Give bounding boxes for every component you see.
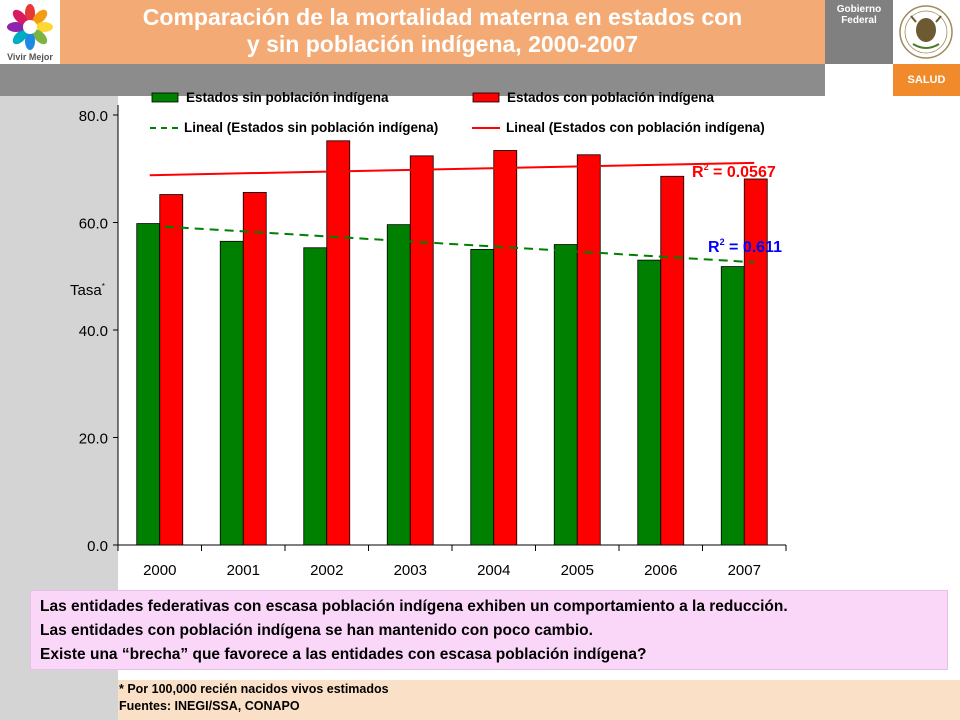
y-axis-label-asterisk: *	[101, 282, 105, 291]
x-tick-label: 2000	[143, 562, 176, 579]
y-tick-label: 60.0	[79, 216, 108, 233]
bar-sin-2007	[720, 266, 745, 546]
bar-sin-2006	[637, 259, 662, 546]
gobierno-federal-block	[825, 0, 893, 64]
bar-con-2001	[242, 191, 267, 546]
legend-swatch-0	[151, 92, 179, 103]
x-tick-label: 2001	[227, 562, 260, 579]
x-tick-label: 2007	[728, 562, 761, 579]
bar-con-2005	[576, 154, 601, 546]
bar-con-2000	[159, 194, 184, 546]
note-line-1: Las entidades federativas con escasa pob…	[40, 598, 788, 615]
legend-label-1: Estados con población indígena	[507, 90, 715, 105]
legend-swatch-1	[472, 92, 500, 103]
r2-exponent: 2	[704, 162, 709, 172]
legend-label-2: Lineal (Estados sin población indígena)	[184, 120, 438, 135]
title-line-2: y sin población indígena, 2000-2007	[246, 31, 639, 57]
r2-label-con: R2 = 0.0567	[692, 162, 776, 181]
bar-sin-2002	[303, 247, 328, 546]
x-tick-label: 2006	[644, 562, 677, 579]
bar-con-2006	[660, 175, 685, 546]
bar-sin-2000	[136, 223, 161, 546]
y-axis-label-text: Tasa	[70, 282, 102, 299]
r2-value: = 0.0567	[709, 164, 776, 181]
note-line-3: Existe una “brecha” que favorece a las e…	[40, 646, 647, 663]
x-tick-label: 2005	[561, 562, 594, 579]
salud-gap	[825, 64, 893, 96]
bar-sin-2003	[386, 224, 411, 546]
r2-letter: R	[708, 239, 720, 256]
bars-layer	[136, 140, 768, 546]
bar-con-2007	[743, 178, 768, 546]
bar-con-2002	[326, 140, 351, 546]
footnote-line-1: * Por 100,000 recién nacidos vivos estim…	[119, 682, 389, 696]
legend-label-0: Estados sin población indígena	[186, 90, 389, 105]
bar-con-2004	[493, 150, 518, 546]
title-line-1: Comparación de la mortalidad materna en …	[142, 4, 743, 30]
page-title: Comparación de la mortalidad materna en …	[60, 4, 825, 58]
vivir-mejor-flower-icon: Vivir Mejor	[7, 4, 53, 62]
bar-sin-2005	[553, 244, 578, 546]
note-line-2: Las entidades con población indígena se …	[40, 622, 593, 639]
trendline-sin	[149, 224, 755, 264]
mexico-seal	[893, 0, 960, 64]
legend-label-3: Lineal (Estados con población indígena)	[506, 120, 765, 135]
footnote-sources: Fuentes: INEGI/SSA, CONAPO	[119, 699, 300, 713]
axes-layer: 0.0 20.0 40.0 60.0 80.0 2000 2001 2002 2003 2004 2…	[79, 105, 787, 579]
r2-exponent: 2	[720, 237, 725, 247]
x-tick-label: 2003	[394, 562, 427, 579]
bar-sin-2004	[470, 248, 495, 546]
gray-band	[0, 64, 825, 96]
salud-badge: SALUD	[893, 64, 960, 96]
vivir-mejor-logo: Vivir Mejor	[0, 0, 60, 64]
mortality-chart: 0.0 20.0 40.0 60.0 80.0 2000 2001 2002 2003 2004 2…	[79, 90, 787, 579]
y-axis-label: Tasa*	[70, 282, 105, 299]
y-tick-label: 40.0	[79, 323, 108, 340]
y-tick-label: 80.0	[79, 108, 108, 125]
r2-label-sin: R2 = 0.611	[708, 237, 782, 256]
eagle-seal-icon	[899, 5, 953, 59]
r2-letter: R	[692, 164, 704, 181]
bar-con-2003	[409, 155, 434, 546]
gov-line-2: Federal	[841, 15, 877, 26]
y-tick-label: 20.0	[79, 431, 108, 448]
x-tick-label: 2004	[477, 562, 510, 579]
gobierno-federal-label: Gobierno Federal	[825, 4, 893, 26]
y-tick-label: 0.0	[87, 538, 108, 555]
notes-box	[30, 590, 948, 670]
trendline-con	[149, 161, 755, 177]
r2-value: = 0.611	[725, 239, 782, 256]
bar-sin-2001	[219, 240, 244, 546]
gov-line-1: Gobierno	[836, 4, 882, 15]
x-tick-label: 2002	[310, 562, 343, 579]
legend: Estados sin población indígena Estados co…	[150, 90, 765, 135]
title-band	[60, 0, 825, 64]
logo-text: Vivir Mejor	[7, 52, 53, 62]
footnote-box	[118, 680, 960, 720]
